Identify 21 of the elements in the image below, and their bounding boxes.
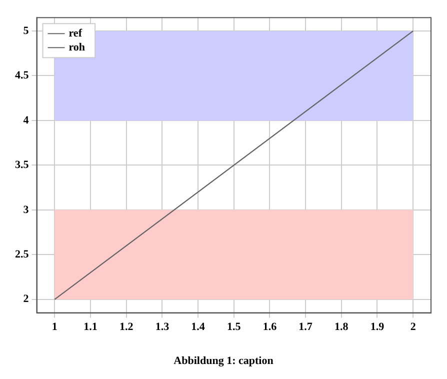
x-tick-label: 2 xyxy=(410,321,416,334)
x-tick-label: 1.7 xyxy=(298,321,313,334)
y-tick-label: 3 xyxy=(23,204,30,216)
x-tick-label: 1.5 xyxy=(227,321,242,334)
y-tick-label: 2 xyxy=(23,293,30,306)
text: Abbildung 1: caption xyxy=(174,354,274,367)
y-tick-label: 5 xyxy=(23,24,30,37)
x-tick-label: 1.8 xyxy=(334,321,349,334)
y-tick-label: 3.5 xyxy=(15,159,30,172)
x-tick-label: 1.6 xyxy=(262,321,278,334)
legend-label: ref xyxy=(68,27,82,40)
x-tick-label: 1.2 xyxy=(119,321,134,334)
y-tick-label: 4.5 xyxy=(15,70,30,82)
x-tick-label: 1.4 xyxy=(191,321,206,334)
legend-label: roh xyxy=(68,41,86,54)
x-tick-label: 1.1 xyxy=(84,321,98,334)
y-tick-label: 2.5 xyxy=(15,248,30,260)
x-tick-label: 1.9 xyxy=(370,321,385,334)
x-tick-label: 1.3 xyxy=(155,321,170,334)
y-tick-label: 4 xyxy=(23,114,30,126)
x-tick-label: 1 xyxy=(52,321,58,334)
